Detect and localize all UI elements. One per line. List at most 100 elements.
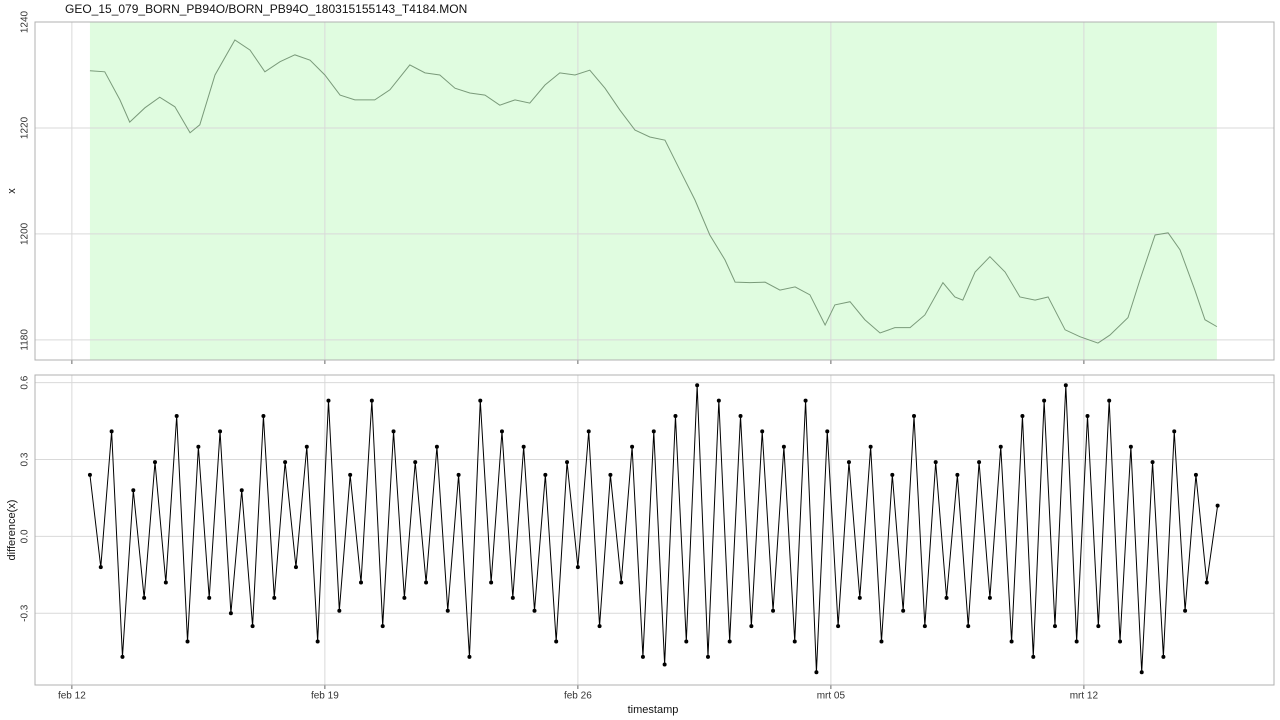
- data-point: [575, 565, 580, 570]
- data-point: [228, 611, 233, 616]
- data-point: [1118, 639, 1123, 644]
- x-tick-label: feb 19: [311, 691, 339, 702]
- data-point: [434, 444, 439, 449]
- data-point: [955, 472, 960, 477]
- data-point: [879, 639, 884, 644]
- data-point: [1172, 429, 1177, 434]
- y-tick-label: 0.3: [20, 452, 31, 466]
- data-point: [695, 383, 700, 388]
- data-point: [749, 624, 754, 629]
- data-point: [998, 444, 1003, 449]
- data-point: [966, 624, 971, 629]
- data-point: [521, 444, 526, 449]
- data-point: [283, 460, 288, 465]
- data-point: [597, 624, 602, 629]
- data-point: [304, 444, 309, 449]
- data-point: [489, 580, 494, 585]
- data-point: [98, 565, 103, 570]
- data-point: [1096, 624, 1101, 629]
- data-point: [1150, 460, 1155, 465]
- data-point: [218, 429, 223, 434]
- data-point: [705, 654, 710, 659]
- data-point: [1074, 639, 1079, 644]
- data-point: [781, 444, 786, 449]
- data-point: [1063, 383, 1068, 388]
- data-point: [499, 429, 504, 434]
- data-point: [87, 472, 92, 477]
- y-tick-label: 0.0: [20, 529, 31, 543]
- data-point: [413, 460, 418, 465]
- data-point: [109, 429, 114, 434]
- highlight-region: [89, 22, 1217, 360]
- data-point: [348, 472, 353, 477]
- data-point: [1052, 624, 1057, 629]
- chart-title: GEO_15_079_BORN_PB94O/BORN_PB94O_1803151…: [65, 2, 467, 16]
- data-point: [163, 580, 168, 585]
- data-point: [1204, 580, 1209, 585]
- data-point: [586, 429, 591, 434]
- x-axis-title: timestamp: [628, 704, 679, 716]
- data-point: [174, 413, 179, 418]
- data-point: [326, 398, 331, 403]
- y-tick-label: 1240: [20, 10, 31, 33]
- y-tick-label: 1220: [20, 116, 31, 139]
- data-point: [836, 624, 841, 629]
- data-point: [261, 413, 266, 418]
- data-point: [825, 429, 830, 434]
- data-point: [933, 460, 938, 465]
- x-tick-label: mrt 05: [817, 691, 846, 702]
- data-point: [554, 639, 559, 644]
- y-tick-label: 1180: [20, 329, 31, 351]
- data-point: [272, 595, 277, 600]
- data-point: [337, 608, 342, 613]
- data-point: [391, 429, 396, 434]
- y-axis-title: difference(x): [6, 500, 18, 561]
- data-point: [369, 398, 374, 403]
- data-point: [619, 580, 624, 585]
- data-point: [250, 624, 255, 629]
- y-tick-label: 0.6: [20, 375, 31, 389]
- data-point: [987, 595, 992, 600]
- data-point: [142, 595, 147, 600]
- data-point: [814, 670, 819, 675]
- data-point: [912, 413, 917, 418]
- data-point: [315, 639, 320, 644]
- data-point: [131, 488, 136, 493]
- data-point: [803, 398, 808, 403]
- data-point: [359, 580, 364, 585]
- data-point: [1042, 398, 1047, 403]
- data-point: [738, 413, 743, 418]
- data-point: [1031, 654, 1036, 659]
- data-point: [673, 413, 678, 418]
- data-point: [640, 654, 645, 659]
- data-point: [857, 595, 862, 600]
- data-point: [467, 654, 472, 659]
- data-point: [1193, 472, 1198, 477]
- plot-border: [34, 374, 1275, 686]
- data-point: [890, 472, 895, 477]
- data-point: [1009, 639, 1014, 644]
- data-point: [1183, 608, 1188, 613]
- data-point: [293, 565, 298, 570]
- data-point: [1161, 654, 1166, 659]
- data-point: [608, 472, 613, 477]
- y-tick-label: 1200: [20, 222, 31, 245]
- data-point: [901, 608, 906, 613]
- x-tick-label: mrt 12: [1070, 691, 1099, 702]
- data-point: [239, 488, 244, 493]
- x-tick-label: feb 12: [58, 691, 86, 702]
- data-point: [662, 662, 667, 667]
- data-point: [760, 429, 765, 434]
- data-point: [120, 654, 125, 659]
- data-point: [1020, 413, 1025, 418]
- data-point: [424, 580, 429, 585]
- data-point: [922, 624, 927, 629]
- data-point: [868, 444, 873, 449]
- data-point: [543, 472, 548, 477]
- data-point: [716, 398, 721, 403]
- data-point: [478, 398, 483, 403]
- data-point: [445, 608, 450, 613]
- plot-border: [34, 21, 1275, 361]
- data-point: [630, 444, 635, 449]
